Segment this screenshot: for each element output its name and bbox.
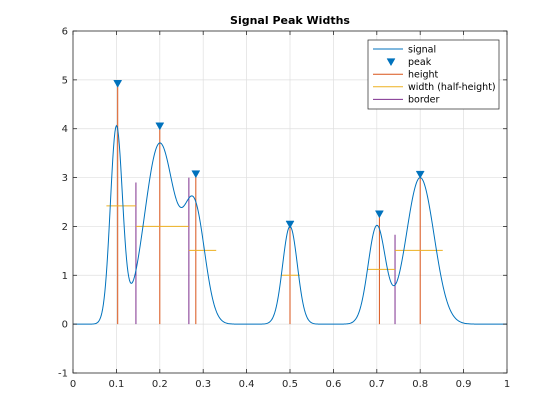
- x-tick-label: 0.7: [369, 379, 385, 390]
- x-tick-label: 0.2: [152, 379, 168, 390]
- legend-label: border: [408, 95, 439, 106]
- y-tick-label: 1: [62, 271, 68, 282]
- legend-label: width (half-height): [408, 82, 496, 93]
- peak-marker: [285, 220, 295, 229]
- x-tick-label: 0.5: [282, 379, 298, 390]
- legend-peak-marker: [386, 58, 396, 67]
- legend-label: signal: [408, 44, 436, 55]
- peak-marker: [155, 122, 165, 131]
- x-tick-label: 1: [504, 379, 510, 390]
- y-tick-label: 2: [62, 222, 68, 233]
- y-tick-label: 0: [62, 320, 68, 331]
- y-tick-label: 6: [62, 27, 68, 38]
- x-tick-label: 0.9: [456, 379, 472, 390]
- y-tick-label: 4: [62, 124, 68, 135]
- x-tick-label: 0: [70, 379, 76, 390]
- legend-label: height: [408, 70, 439, 81]
- peak-marker: [113, 80, 123, 88]
- y-tick-label: -1: [58, 369, 68, 380]
- peak-marker: [374, 210, 384, 219]
- x-tick-label: 0.3: [195, 379, 211, 390]
- y-tick-label: 3: [62, 173, 68, 184]
- chart-title: Signal Peak Widths: [230, 14, 350, 27]
- x-tick-label: 0.8: [412, 379, 428, 390]
- peak-marker: [191, 170, 201, 179]
- x-tick-label: 0.6: [325, 379, 341, 390]
- peak-marker: [415, 170, 425, 179]
- x-tick-label: 0.4: [239, 379, 255, 390]
- data-marks: [73, 80, 507, 325]
- x-tick-label: 0.1: [108, 379, 124, 390]
- y-tick-label: 5: [62, 75, 68, 86]
- legend-label: peak: [408, 57, 432, 68]
